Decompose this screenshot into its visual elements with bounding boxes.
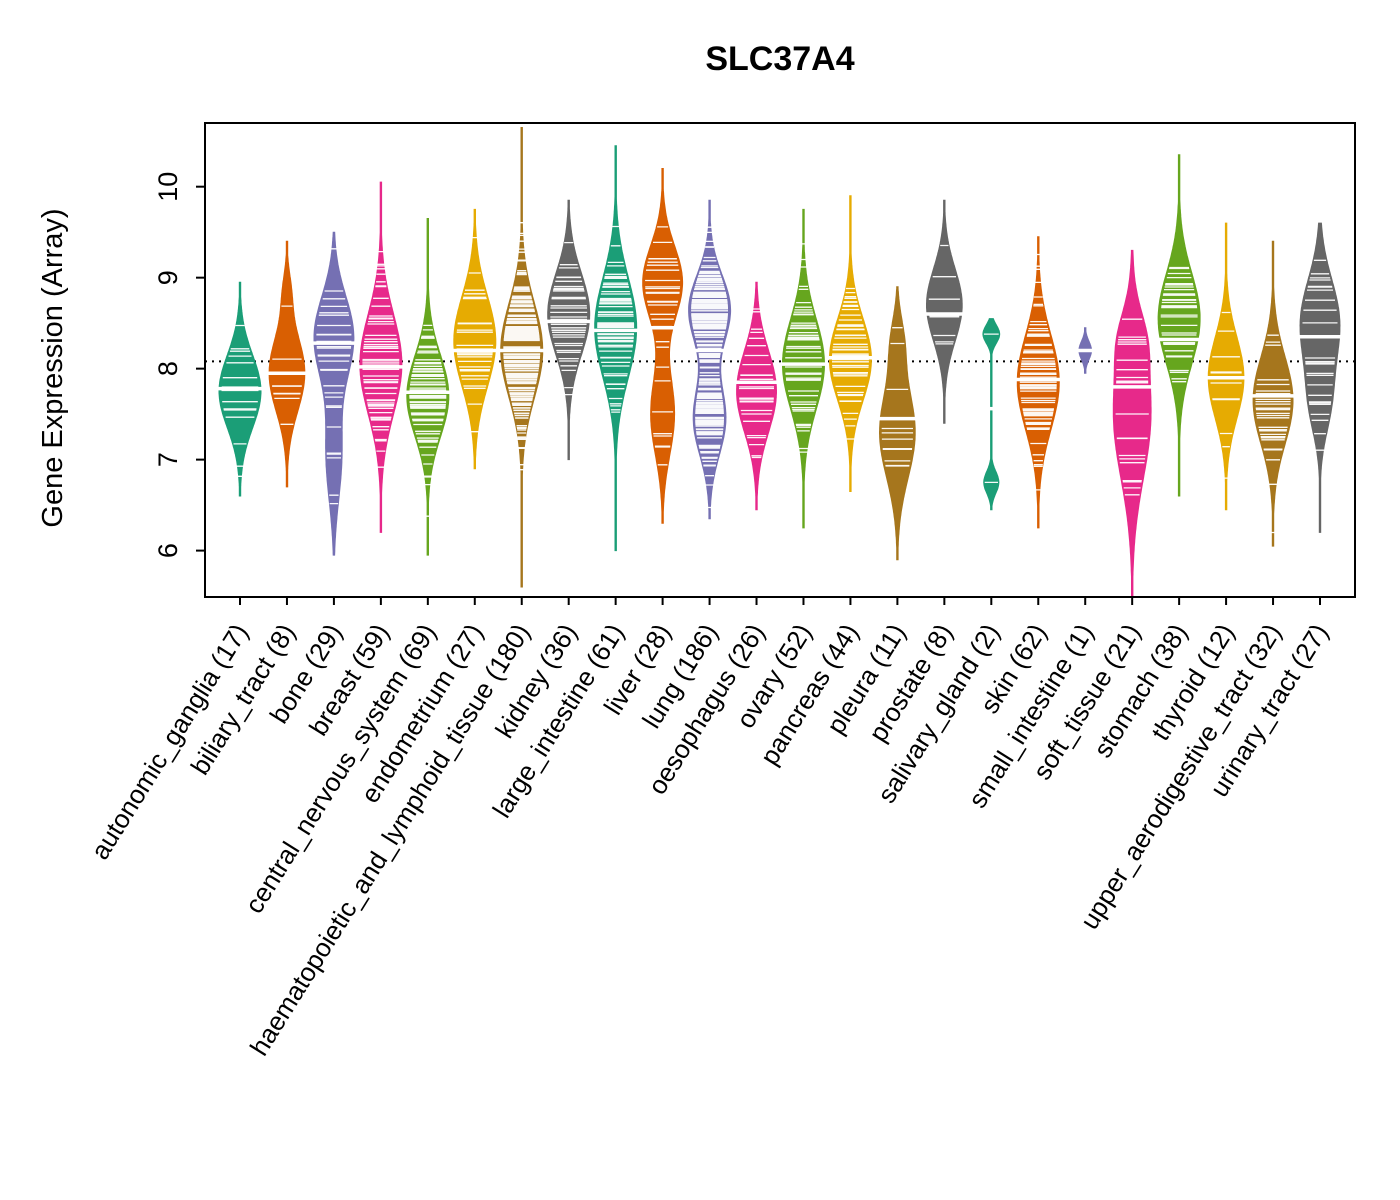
datapoint-ticks-bone	[316, 248, 352, 505]
datapoint-ticks-large_intestine	[597, 225, 635, 413]
violin-liver	[642, 168, 684, 524]
datapoint-ticks-oesophagus	[739, 308, 774, 459]
datapoint-ticks-biliary_tract	[272, 305, 302, 425]
y-tick-label-6: 6	[153, 543, 183, 558]
violin-prostate	[926, 199, 963, 424]
datapoint-ticks-pleura	[881, 327, 914, 467]
y-tick-label-9: 9	[153, 270, 183, 285]
datapoint-ticks-pancreas	[832, 287, 869, 440]
plot-title: SLC37A4	[705, 40, 854, 78]
datapoint-ticks-lung	[691, 226, 728, 509]
datapoint-ticks-endometrium	[456, 236, 494, 433]
y-tick-label-8: 8	[153, 361, 183, 376]
violin-pleura	[879, 286, 916, 561]
violin-central_nervous_system	[406, 218, 450, 556]
datapoint-ticks-autonomic_ganglia	[221, 324, 259, 477]
violin-large_intestine	[594, 145, 638, 552]
violin-ovary	[782, 208, 825, 529]
violin-biliary_tract	[268, 240, 306, 488]
violin-oesophagus	[736, 281, 777, 511]
y-axis-label: Gene Expression (Array)	[37, 208, 69, 527]
violin-urinary_tract	[1299, 222, 1341, 533]
plot-border	[204, 122, 1356, 598]
violin-endometrium	[453, 208, 497, 470]
y-tick-label-7: 7	[153, 452, 183, 467]
plot-area	[205, 127, 1355, 597]
violin-breast	[359, 181, 403, 533]
datapoint-ticks-skin	[1019, 253, 1057, 491]
violin-thyroid	[1207, 222, 1245, 511]
datapoint-ticks-salivary_gland	[983, 333, 999, 484]
y-tick-label-10: 10	[153, 172, 183, 202]
violin-soft_tissue	[1112, 249, 1152, 597]
datapoint-ticks-central_nervous_system	[409, 324, 447, 517]
datapoint-ticks-haematopoietic_and_lymphoid_tissue	[503, 222, 541, 471]
violin-salivary_gland	[982, 318, 1001, 511]
datapoint-ticks-breast	[362, 250, 400, 468]
violin-bone	[313, 231, 355, 556]
datapoint-ticks-soft_tissue	[1115, 318, 1149, 496]
datapoint-ticks-stomach	[1160, 266, 1198, 383]
